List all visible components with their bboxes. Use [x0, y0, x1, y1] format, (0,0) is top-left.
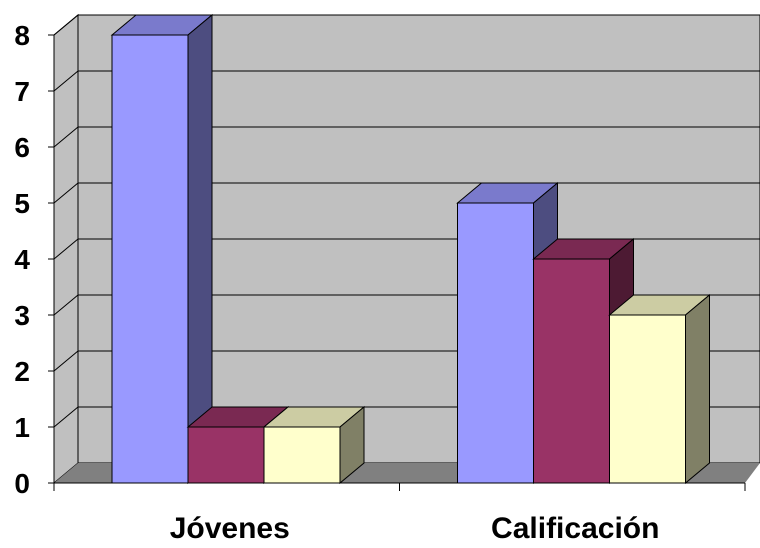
bar: [110, 13, 214, 485]
bar-front: [457, 202, 534, 484]
y-tick-label: 5: [14, 188, 30, 219]
y-axis-ticks: 0 1 2 3 4 5 6 7 8: [14, 20, 54, 499]
bar-front: [111, 34, 189, 484]
gridline: [53, 70, 760, 92]
bar-front: [263, 426, 341, 484]
gridline: [53, 126, 760, 148]
y-tick-label: 7: [14, 76, 30, 107]
bar-front: [187, 426, 265, 484]
y-tick-label: 4: [14, 244, 30, 275]
y-tick-label: 3: [14, 300, 30, 331]
bar-front: [609, 314, 686, 484]
bar: [262, 405, 366, 485]
x-tick-label: Jóvenes: [170, 512, 290, 545]
bar-side: [685, 293, 710, 485]
gridline: [53, 14, 760, 36]
y-tick-label: 8: [14, 20, 30, 51]
bar-side: [339, 405, 365, 485]
y-tick-label: 2: [14, 356, 30, 387]
x-tick-label: Calificación: [491, 512, 659, 545]
bar-front: [533, 258, 610, 484]
bars: [110, 13, 711, 485]
y-tick-label: 6: [14, 132, 30, 163]
bar: [608, 293, 711, 485]
y-tick-label: 1: [14, 412, 30, 443]
x-axis-ticks: Jóvenes Calificación: [53, 483, 746, 545]
y-tick-label: 0: [14, 468, 30, 499]
